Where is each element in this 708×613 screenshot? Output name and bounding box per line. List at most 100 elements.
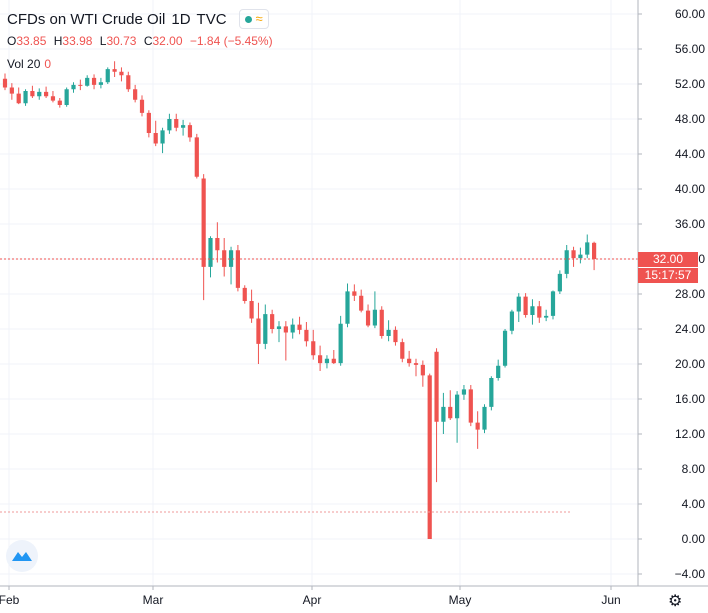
volume-label: Vol 20 [7, 57, 41, 71]
candle-up [37, 88, 42, 100]
candle-body [105, 69, 110, 83]
candle-body [592, 242, 597, 259]
candle-body [502, 330, 508, 366]
candle-body [297, 324, 302, 330]
candle-body [482, 406, 487, 430]
candle-body [98, 82, 103, 85]
volume-legend[interactable]: Vol 20 0 [7, 57, 51, 71]
candle-body [413, 363, 419, 365]
candle-down [235, 245, 240, 292]
candle-down [434, 348, 439, 483]
candle-body [420, 364, 425, 376]
candle-up [167, 113, 172, 134]
candle-body [16, 93, 21, 104]
price-tick-label: 56.00 [675, 42, 705, 56]
low-value: 30.73 [106, 34, 137, 48]
price-tick-label: 36.00 [675, 217, 705, 231]
candle-body [30, 91, 35, 97]
candle-body [228, 250, 234, 267]
candle-up [550, 290, 556, 320]
time-tick-label: Feb [0, 593, 20, 607]
candle-body [345, 291, 350, 324]
high-value: 33.98 [62, 34, 93, 48]
candle-body [50, 96, 56, 101]
price-grid [0, 0, 638, 586]
candle-down [393, 326, 398, 346]
candle-body [475, 422, 480, 430]
candle-down [119, 67, 124, 82]
candle-down [16, 87, 21, 105]
candle-series [2, 61, 597, 539]
candle-body [318, 355, 323, 364]
candle-down [537, 301, 542, 323]
candle-body [509, 311, 514, 331]
candle-down [30, 85, 35, 98]
status-pill[interactable]: ≈ [238, 9, 269, 29]
candle-body [167, 119, 172, 131]
open-label: O [7, 34, 17, 48]
change-value: −1.84 (−5.45%) [189, 34, 273, 48]
candle-body [194, 137, 199, 177]
price-tick-label: 48.00 [675, 112, 705, 126]
candle-up [338, 315, 343, 366]
candle-down [91, 74, 97, 90]
candle-body [516, 296, 521, 312]
time-tick-label: Jun [601, 593, 620, 607]
price-tick-label: 8.00 [682, 462, 706, 476]
candle-body [427, 375, 432, 539]
price-tick-label: 4.00 [682, 497, 706, 511]
candle-body [544, 315, 549, 318]
tradingview-logo-icon[interactable] [6, 540, 38, 572]
candle-body [564, 250, 569, 274]
candle-up [160, 127, 165, 154]
candle-up [386, 320, 391, 342]
candle-body [91, 77, 97, 85]
candle-body [283, 326, 288, 333]
candle-body [181, 125, 186, 128]
candle-body [139, 99, 145, 113]
price-axis[interactable]: 60.00 56.00 52.00 48.00 44.00 40.00 36.00 32.00… [638, 7, 705, 581]
candle-body [407, 358, 412, 364]
candle-body [235, 250, 240, 288]
last-price-tag: 32.00 [638, 252, 698, 267]
candle-body [557, 273, 562, 292]
candle-up [208, 236, 213, 278]
candle-body [585, 242, 590, 255]
candle-down [50, 91, 56, 103]
price-tick-label: 52.00 [675, 77, 705, 91]
interval-label[interactable]: 1D [171, 10, 191, 28]
candle-body [215, 238, 220, 251]
candle-body [352, 291, 357, 296]
high-label: H [53, 34, 63, 48]
candle-up [290, 318, 295, 339]
symbol-title[interactable]: CFDs on WTI Crude Oil [7, 10, 166, 28]
candle-body [160, 130, 165, 144]
candle-body [324, 358, 330, 364]
price-tick-label: 20.00 [675, 357, 705, 371]
time-axis[interactable]: Feb Mar Apr May Jun [0, 586, 621, 607]
candle-body [455, 394, 460, 419]
candle-body [201, 178, 206, 267]
candle-up [502, 329, 508, 368]
close-label: C [143, 34, 153, 48]
candle-body [338, 323, 343, 364]
candle-body [44, 91, 49, 97]
candle-body [112, 69, 117, 72]
price-tick-label: −4.00 [675, 567, 706, 581]
candle-body [174, 119, 179, 128]
replay-wave-icon: ≈ [255, 11, 263, 26]
gear-icon[interactable]: ⚙ [668, 593, 683, 610]
candle-up [585, 234, 590, 259]
candle-body [537, 306, 542, 318]
candle-down [174, 113, 179, 132]
candle-body [523, 296, 528, 315]
candle-body [187, 125, 193, 138]
candle-down [215, 222, 220, 263]
candle-down [2, 73, 8, 91]
candle-up [23, 89, 28, 106]
candle-down [270, 309, 275, 334]
candle-up [441, 392, 446, 434]
candle-body [242, 287, 247, 301]
candle-up [276, 321, 282, 343]
